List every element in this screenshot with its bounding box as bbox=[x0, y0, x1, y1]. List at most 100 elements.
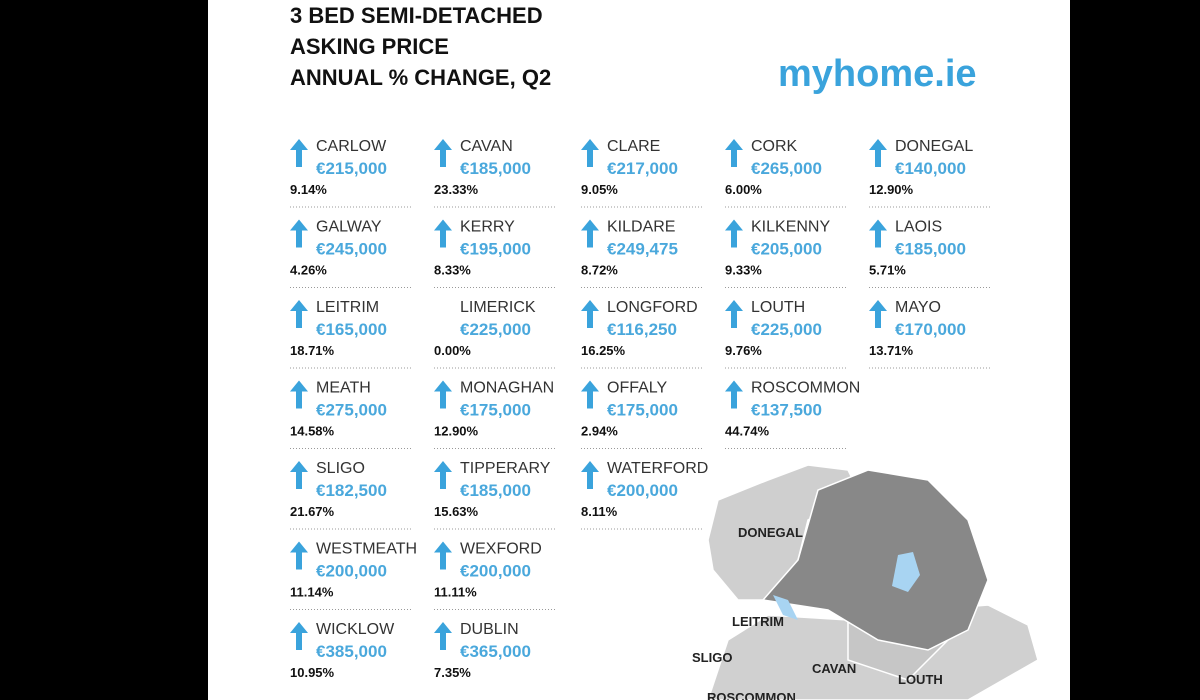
annual-change: 12.90% bbox=[869, 182, 914, 197]
county-name: OFFALY bbox=[607, 380, 667, 397]
asking-price: €185,000 bbox=[460, 481, 531, 500]
canvas: 3 BED SEMI-DETACHED ASKING PRICE ANNUAL % … bbox=[290, 3, 1039, 700]
up-arrow bbox=[869, 219, 887, 248]
asking-price: €225,000 bbox=[460, 320, 531, 339]
county-name: SLIGO bbox=[316, 460, 365, 477]
asking-price: €265,000 bbox=[751, 159, 822, 178]
up-arrow bbox=[290, 300, 308, 328]
map-label: LEITRIM bbox=[732, 614, 784, 629]
up-arrow bbox=[290, 541, 308, 570]
logo: myhome.ie bbox=[778, 53, 977, 95]
asking-price: €365,000 bbox=[460, 642, 531, 661]
map-region bbox=[761, 469, 989, 651]
annual-change: 7.35% bbox=[434, 665, 471, 680]
asking-price: €175,000 bbox=[607, 401, 678, 420]
up-arrow bbox=[725, 380, 743, 409]
county-name: WEXFORD bbox=[460, 541, 542, 558]
up-arrow bbox=[290, 380, 308, 409]
lake bbox=[773, 595, 798, 620]
up-arrow bbox=[434, 139, 452, 167]
title-line: ANNUAL % CHANGE, Q2 bbox=[290, 65, 551, 90]
up-arrow bbox=[725, 219, 743, 248]
asking-price: €170,000 bbox=[895, 320, 966, 339]
asking-price: €200,000 bbox=[460, 562, 531, 581]
county-name: KERRY bbox=[460, 219, 515, 236]
county-name: GALWAY bbox=[316, 219, 382, 236]
asking-price: €249,475 bbox=[607, 240, 678, 259]
county-name: CLARE bbox=[607, 138, 660, 155]
annual-change: 11.14% bbox=[290, 585, 334, 600]
annual-change: 0.00% bbox=[434, 343, 471, 358]
annual-change: 9.33% bbox=[725, 263, 762, 278]
asking-price: €385,000 bbox=[316, 642, 387, 661]
county-name: ROSCOMMON bbox=[751, 380, 860, 397]
lake bbox=[892, 552, 920, 592]
up-arrow bbox=[434, 219, 452, 248]
up-arrow bbox=[725, 139, 743, 167]
map-label: SLIGO bbox=[692, 650, 732, 665]
annual-change: 6.00% bbox=[725, 182, 762, 197]
annual-change: 23.33% bbox=[434, 182, 479, 197]
county-name: DONEGAL bbox=[895, 138, 973, 155]
map-label: LOUTH bbox=[898, 672, 943, 687]
county-name: CAVAN bbox=[460, 138, 513, 155]
asking-price: €275,000 bbox=[316, 401, 387, 420]
county-name: LEITRIM bbox=[316, 299, 379, 316]
asking-price: €225,000 bbox=[751, 320, 822, 339]
county-name: TIPPERARY bbox=[460, 460, 551, 477]
up-arrow bbox=[581, 380, 599, 409]
county-name: WATERFORD bbox=[607, 460, 708, 477]
county-name: DUBLIN bbox=[460, 621, 519, 638]
annual-change: 5.71% bbox=[869, 263, 906, 278]
county-name: CARLOW bbox=[316, 138, 387, 155]
asking-price: €195,000 bbox=[460, 240, 531, 259]
county-name: MONAGHAN bbox=[460, 380, 554, 397]
asking-price: €116,250 bbox=[607, 320, 677, 339]
annual-change: 16.25% bbox=[581, 343, 626, 358]
annual-change: 10.95% bbox=[290, 665, 335, 680]
asking-price: €200,000 bbox=[607, 481, 678, 500]
up-arrow bbox=[290, 139, 308, 167]
annual-change: 14.58% bbox=[290, 424, 335, 439]
annual-change: 13.71% bbox=[869, 343, 914, 358]
up-arrow bbox=[581, 219, 599, 248]
annual-change: 2.94% bbox=[581, 424, 618, 439]
annual-change: 21.67% bbox=[290, 504, 335, 519]
asking-price: €185,000 bbox=[460, 159, 531, 178]
map-label: ROSCOMMON bbox=[707, 690, 796, 700]
county-name: LONGFORD bbox=[607, 299, 698, 316]
county-name: CORK bbox=[751, 138, 798, 155]
asking-price: €185,000 bbox=[895, 240, 966, 259]
asking-price: €137,500 bbox=[751, 401, 822, 420]
up-arrow bbox=[434, 541, 452, 570]
infographic: 3 BED SEMI-DETACHED ASKING PRICE ANNUAL % … bbox=[208, 0, 1070, 700]
asking-price: €200,000 bbox=[316, 562, 387, 581]
asking-price: €175,000 bbox=[460, 401, 531, 420]
up-arrow bbox=[725, 300, 743, 328]
map-label: DONEGAL bbox=[738, 525, 803, 540]
up-arrow bbox=[869, 300, 887, 328]
county-name: MAYO bbox=[895, 299, 941, 316]
annual-change: 11.11% bbox=[434, 585, 477, 600]
annual-change: 9.05% bbox=[581, 182, 618, 197]
up-arrow bbox=[434, 622, 452, 650]
asking-price: €205,000 bbox=[751, 240, 822, 259]
title-line: ASKING PRICE bbox=[290, 34, 449, 59]
county-name: LIMERICK bbox=[460, 299, 536, 316]
up-arrow bbox=[869, 139, 887, 167]
title-line: 3 BED SEMI-DETACHED bbox=[290, 3, 543, 28]
annual-change: 9.14% bbox=[290, 182, 327, 197]
county-name: LAOIS bbox=[895, 219, 942, 236]
annual-change: 15.63% bbox=[434, 504, 479, 519]
asking-price: €215,000 bbox=[316, 159, 387, 178]
county-name: WICKLOW bbox=[316, 621, 395, 638]
annual-change: 18.71% bbox=[290, 343, 335, 358]
annual-change: 12.90% bbox=[434, 424, 479, 439]
up-arrow bbox=[581, 461, 599, 489]
annual-change: 8.72% bbox=[581, 263, 618, 278]
map bbox=[707, 464, 1039, 700]
asking-price: €165,000 bbox=[316, 320, 387, 339]
up-arrow bbox=[581, 139, 599, 167]
annual-change: 9.76% bbox=[725, 343, 762, 358]
